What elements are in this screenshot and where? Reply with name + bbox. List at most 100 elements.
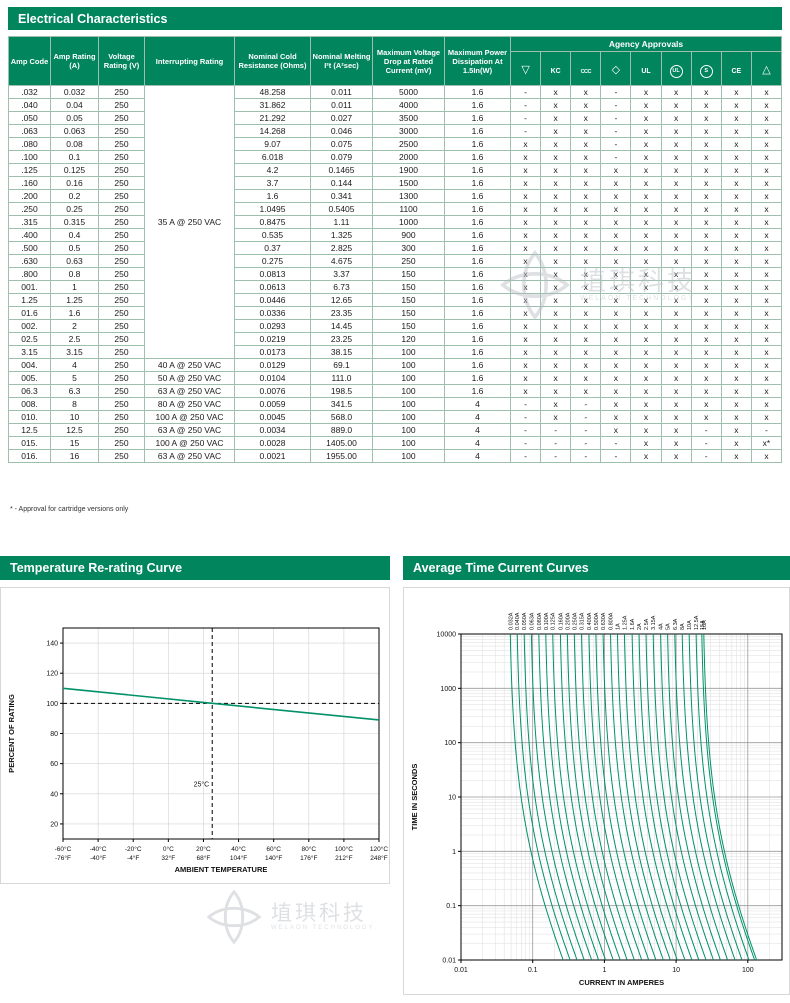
- table-row: 004. 4 250 40 A @ 250 VAC 0.0129 69.1 100 1.6 x x…: [8, 358, 783, 372]
- x-tick-label-c: -40°C: [90, 845, 107, 853]
- approval-cell: x: [630, 332, 662, 346]
- curve-rating-label: 0.160A: [558, 612, 564, 630]
- amp-rating-cell: 0.04: [50, 98, 99, 112]
- column-header: Voltage Rating (V): [98, 36, 145, 86]
- x-tick-label-f: -76°F: [55, 854, 71, 862]
- table-row: .315 0.315 250 0.8475 1.11 1000 1.6 x x x x x x x x x: [8, 215, 783, 229]
- pse-diamond-icon: ◇: [611, 63, 621, 76]
- approval-cell: x: [660, 85, 692, 99]
- cold-resistance-cell: 0.37: [234, 241, 311, 255]
- table-row: .500 0.5 250 0.37 2.825 300 1.6 x x x x x x x x x: [8, 241, 783, 255]
- agency-mark-cell: △: [750, 51, 783, 86]
- y-tick-label: 1000: [440, 686, 456, 693]
- voltage-drop-cell: 100: [372, 410, 445, 424]
- voltage-drop-cell: 1500: [372, 176, 445, 190]
- amp-rating-cell: 0.4: [50, 228, 99, 242]
- amp-code-cell: .250: [8, 202, 51, 216]
- approval-cell: -: [570, 410, 602, 424]
- power-dissipation-cell: 4: [444, 423, 511, 437]
- voltage-drop-cell: 3000: [372, 124, 445, 138]
- cold-resistance-cell: 0.0104: [234, 371, 311, 385]
- approval-cell: x: [509, 332, 542, 346]
- approval-cell: x: [660, 202, 692, 216]
- time-current-curve: [667, 633, 721, 961]
- voltage-rating-cell: 250: [98, 436, 145, 450]
- approval-cell: x: [750, 384, 783, 398]
- approval-cell: x: [600, 163, 632, 177]
- agency-mark-cell: CCC: [570, 51, 602, 86]
- amp-rating-cell: 0.032: [50, 85, 99, 99]
- approval-cell: x: [630, 85, 662, 99]
- amp-rating-cell: 12.5: [50, 423, 99, 437]
- cold-resistance-cell: 0.0034: [234, 423, 311, 437]
- ce-icon: CE: [731, 67, 742, 75]
- s-mark-icon: S: [699, 64, 713, 78]
- melting-i2t-cell: 6.73: [310, 280, 373, 294]
- approval-cell: x: [600, 384, 632, 398]
- table-row: .050 0.05 250 21.292 0.027 3500 1.6- x x - x x x x x: [8, 111, 783, 125]
- approval-cell: x: [509, 358, 542, 372]
- time-current-curve: [581, 633, 635, 961]
- approval-cell: x: [660, 358, 692, 372]
- x-tick-label: 100: [742, 967, 754, 974]
- voltage-rating-cell: 250: [98, 176, 145, 190]
- approval-cell: x: [509, 176, 542, 190]
- time-current-curve: [595, 633, 650, 961]
- power-dissipation-cell: 1.6: [444, 319, 511, 333]
- approval-cell: x: [540, 98, 572, 112]
- time-current-chart: 0.032A 0.040A 0.050A 0.063A 0.080A 0.100A 0.12…: [410, 612, 783, 987]
- approval-cell: x: [509, 267, 542, 281]
- curve-rating-label: 0.500A: [594, 612, 600, 630]
- curve-rating-label: 0.200A: [565, 612, 571, 630]
- voltage-drop-cell: 100: [372, 423, 445, 437]
- agency-mark-cell: ▽: [509, 51, 542, 86]
- melting-i2t-cell: 0.011: [310, 98, 373, 112]
- amp-rating-cell: 0.16: [50, 176, 99, 190]
- time-current-curve: [703, 633, 758, 961]
- table-row: 12.5 12.5 250 63 A @ 250 VAC 0.0034 889.0 100 4…: [8, 423, 783, 437]
- approval-cell: x: [570, 163, 602, 177]
- approval-cell: x: [600, 423, 632, 437]
- voltage-drop-cell: 100: [372, 371, 445, 385]
- time-current-curve: [623, 633, 678, 961]
- time-current-curve: [660, 633, 714, 961]
- melting-i2t-cell: 23.25: [310, 332, 373, 346]
- approval-cell: x: [750, 202, 783, 216]
- approval-cell: x: [600, 202, 632, 216]
- melting-i2t-cell: 12.65: [310, 293, 373, 307]
- amp-code-cell: .063: [8, 124, 51, 138]
- approval-cell: x: [600, 176, 632, 190]
- approval-cell: -: [570, 436, 602, 450]
- approval-cell: x: [690, 345, 722, 359]
- power-dissipation-cell: 1.6: [444, 228, 511, 242]
- ul-recognized-icon: UL: [641, 67, 651, 75]
- approval-cell: x: [690, 163, 722, 177]
- approval-cell: x: [540, 163, 572, 177]
- approval-cell: -: [600, 436, 632, 450]
- amp-code-cell: 12.5: [8, 423, 51, 437]
- approval-cell: x: [570, 176, 602, 190]
- voltage-drop-cell: 1000: [372, 215, 445, 229]
- curve-rating-label: 1A: [616, 623, 622, 630]
- amp-rating-cell: 0.8: [50, 267, 99, 281]
- melting-i2t-cell: 0.046: [310, 124, 373, 138]
- power-dissipation-cell: 1.6: [444, 241, 511, 255]
- approval-cell: x: [600, 215, 632, 229]
- approval-cell: x: [540, 267, 572, 281]
- voltage-rating-cell: 250: [98, 358, 145, 372]
- approval-cell: x: [720, 371, 752, 385]
- y-tick-label: 80: [50, 731, 58, 738]
- approval-cell: x: [750, 345, 783, 359]
- approval-cell: x: [540, 176, 572, 190]
- time-current-curve: [530, 633, 585, 961]
- amp-rating-cell: 15: [50, 436, 99, 450]
- approval-cell: x: [750, 98, 783, 112]
- approval-cell: x: [750, 215, 783, 229]
- agency-mark-cell: KC: [540, 51, 572, 86]
- x-tick-label-c: 20°C: [196, 845, 211, 853]
- table-footnote: * - Approval for cartridge versions only: [10, 506, 129, 513]
- approval-cell: x: [690, 397, 722, 411]
- agency-mark-cell: S: [690, 51, 722, 86]
- voltage-rating-cell: 250: [98, 423, 145, 437]
- voltage-drop-cell: 100: [372, 436, 445, 450]
